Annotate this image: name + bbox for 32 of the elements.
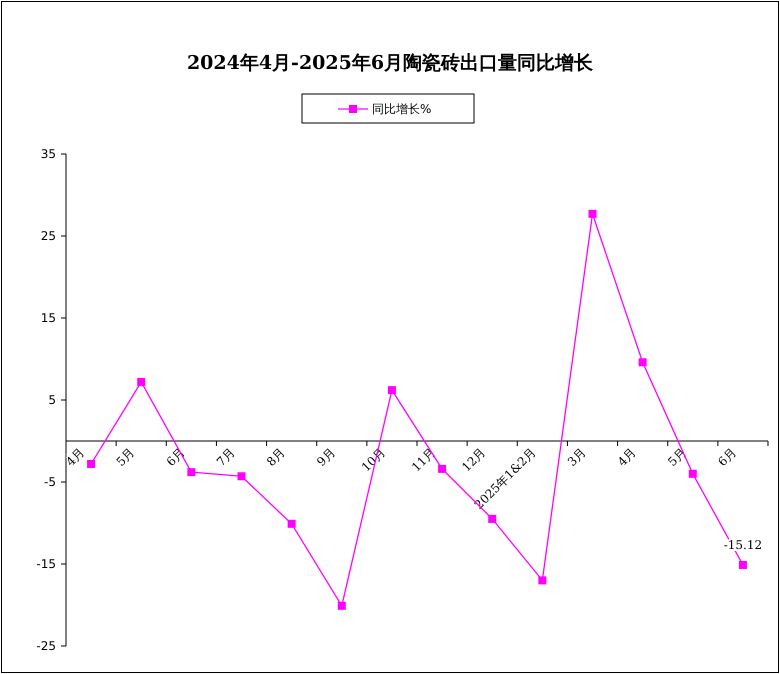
y-tick-label: 25 [40,229,56,243]
point [438,464,446,473]
y-tick-label: -15 [36,557,56,571]
point [488,514,496,523]
point [638,358,647,366]
point [137,378,146,386]
x-tick-label: 5月 [114,445,138,470]
point [738,560,747,569]
point [238,472,246,480]
point [538,576,546,584]
x-tick-label: 12月 [459,445,488,474]
point [187,468,196,476]
point [87,460,96,468]
x-tick-label: 4月 [614,445,639,470]
x-tick-label: 7月 [214,445,238,470]
y-tick-label: 15 [40,311,56,325]
y-tick-label: 5 [48,393,56,407]
y-tick-label: -25 [36,639,56,653]
point [338,602,346,610]
y-tick-label: -5 [44,475,56,489]
y-tick-label: 35 [40,147,56,161]
x-tick-label: 8月 [264,445,288,470]
legend-label: 同比增长% [372,102,432,116]
point [588,210,596,218]
point [688,470,697,478]
x-tick-label: 9月 [314,445,338,470]
point [288,520,296,528]
x-tick-label: 6月 [715,445,740,470]
x-tick-label: 3月 [564,445,589,470]
chart-title: 2024年4月-2025年6月陶瓷砖出口量同比增长 [186,52,594,74]
point [388,386,396,394]
x-tick-label: 4月 [63,445,88,470]
